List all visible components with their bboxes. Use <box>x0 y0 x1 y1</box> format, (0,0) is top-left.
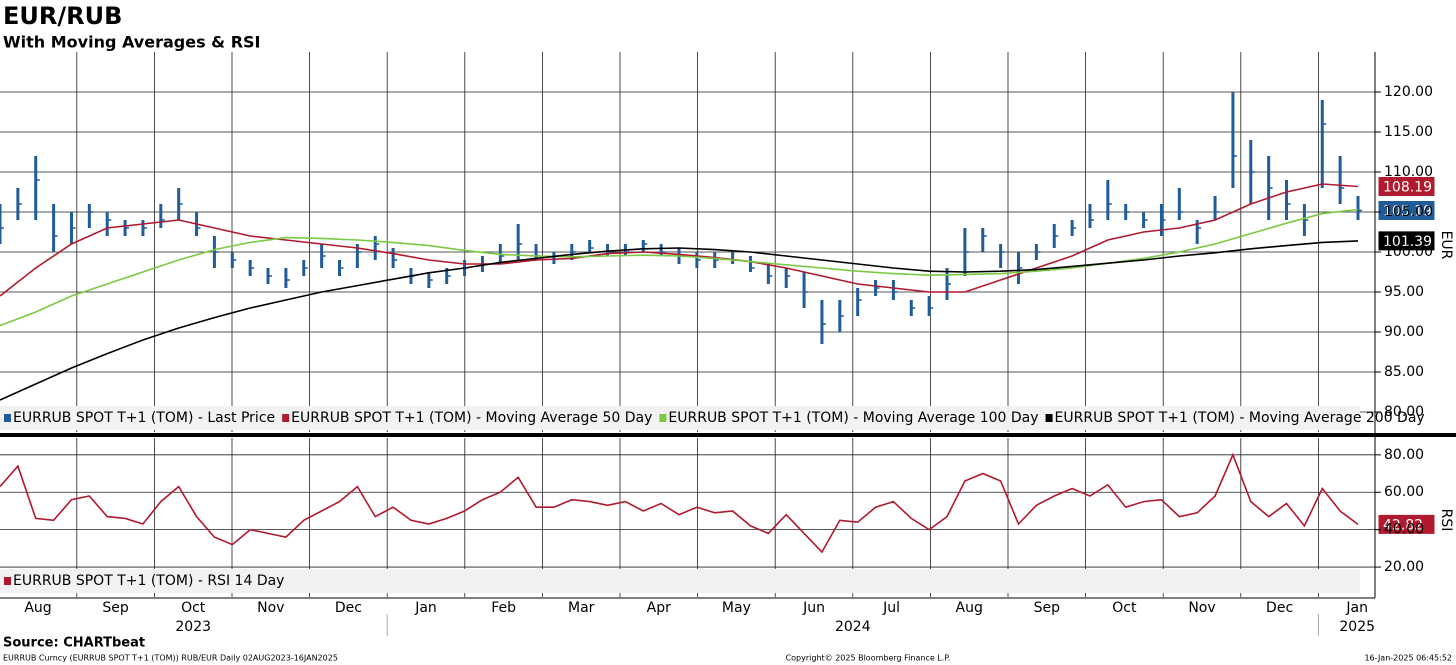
year-label: 2025 <box>1339 619 1375 635</box>
value-tag-label: 42.82 <box>1383 517 1423 533</box>
chart-title: EUR/RUB <box>3 2 122 30</box>
y-tick-label: 80.00 <box>1384 447 1424 463</box>
x-tick-label: Aug <box>956 600 983 616</box>
chart-subtitle: With Moving Averages & RSI <box>3 33 260 52</box>
tags: 101.39 108.19 105.19 42.82 <box>1377 175 1436 535</box>
y-tick-label: 95.00 <box>1384 284 1424 300</box>
x-tick-label: Jun <box>802 600 825 616</box>
marks <box>0 92 1362 554</box>
y-tick-label: 20.00 <box>1384 559 1424 575</box>
y-tick-label: 110.00 <box>1384 164 1433 180</box>
series-line <box>0 208 1359 327</box>
x-tick-label: Nov <box>1188 600 1215 616</box>
y-tick-label: 120.00 <box>1384 84 1433 100</box>
value-tag-label: 108.19 <box>1383 179 1432 195</box>
year-label: 2023 <box>175 619 211 635</box>
y-tick-label: 40.00 <box>1384 522 1424 538</box>
legend-label: EURRUB SPOT T+1 (TOM) - RSI 14 Day <box>13 573 284 589</box>
y-tick-label: 100.00 <box>1384 244 1433 260</box>
grid <box>0 52 1375 597</box>
copyright: Copyright© 2025 Bloomberg Finance L.P. <box>786 654 951 663</box>
x-tick-label: May <box>722 600 751 616</box>
source: Source: CHARTbeat <box>3 636 145 651</box>
x-tick-label: Oct <box>1112 600 1137 616</box>
y-tick-label: 105.00 <box>1384 204 1433 220</box>
x-tick-label: Apr <box>647 600 671 616</box>
y-tick-label: 85.00 <box>1384 364 1424 380</box>
y-tick-label: 115.00 <box>1384 124 1433 140</box>
value-tag <box>1377 199 1436 221</box>
series-line <box>0 183 1359 297</box>
legend-band <box>0 406 1360 430</box>
x-tick-label: Feb <box>491 600 516 616</box>
timestamp: 16-Jan-2025 06:45:52 <box>1364 654 1452 663</box>
value-tag <box>1377 230 1436 252</box>
year-label: 2024 <box>835 619 871 635</box>
x-tick-label: Oct <box>181 600 206 616</box>
series-line <box>0 240 1359 401</box>
y-axis-label: RSI <box>1438 509 1454 532</box>
panel-separator <box>0 433 1456 437</box>
x-tick-label: Nov <box>257 600 284 616</box>
x-tick-label: Jul <box>882 600 900 616</box>
legend-swatch <box>4 414 11 422</box>
x-tick-label: Sep <box>102 600 129 616</box>
legend-swatch <box>659 414 667 422</box>
legend-swatch <box>4 577 11 585</box>
footer-description: EURRUB Curncy (EURRUB SPOT T+1 (TOM)) RU… <box>3 654 338 663</box>
value-tag <box>1377 175 1436 197</box>
y-tick-label: 60.00 <box>1384 484 1424 500</box>
legend-label: EURRUB SPOT T+1 (TOM) - Moving Average 1… <box>668 410 1038 426</box>
x-tick-label: Aug <box>24 600 51 616</box>
legend-swatch <box>1045 414 1053 422</box>
value-tag-label: 101.39 <box>1383 234 1432 250</box>
legend-label: EURRUB SPOT T+1 (TOM) - Moving Average 2… <box>1055 410 1425 426</box>
x-tick-label: Dec <box>335 600 362 616</box>
y-tick-label: 80.00 <box>1384 404 1424 420</box>
series-line <box>0 452 1359 554</box>
y-axis-label: EUR <box>1438 231 1454 260</box>
x-tick-label: Jan <box>414 600 437 616</box>
legend-label: EURRUB SPOT T+1 (TOM) - Last Price <box>13 410 275 426</box>
legend-label: EURRUB SPOT T+1 (TOM) - Moving Average 5… <box>291 410 652 426</box>
legend-swatch <box>282 414 290 422</box>
x-tick-label: Sep <box>1034 600 1061 616</box>
x-tick-label: Mar <box>568 600 595 616</box>
legend-band <box>0 569 1360 593</box>
x-tick-label: Jan <box>1345 600 1368 616</box>
y-tick-label: 90.00 <box>1384 324 1424 340</box>
x-tick-label: Dec <box>1266 600 1293 616</box>
value-tag <box>1377 513 1436 535</box>
value-tag-label: 105.19 <box>1383 203 1432 219</box>
